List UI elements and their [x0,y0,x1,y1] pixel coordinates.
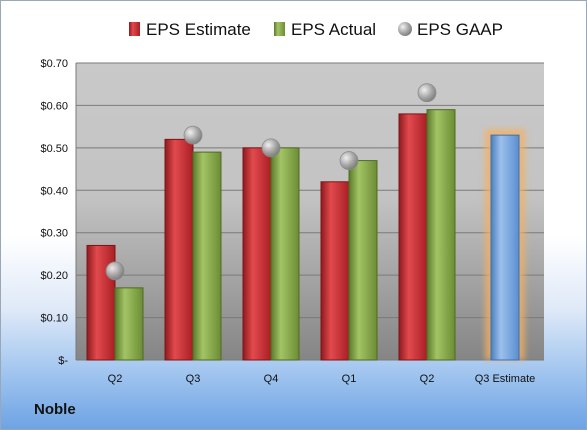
y-tick-label: $0.10 [40,313,68,325]
y-axis-ticks: $- $0.10 $0.20 $0.30 $0.40 $0.50 $0.60 $0.70 [40,58,68,367]
bar-eps-estimate [398,113,428,361]
marker-eps-gaap [417,83,437,103]
y-tick-label: $0.40 [40,185,68,197]
y-tick-label: $0.70 [40,58,68,70]
legend-label-estimate: EPS Estimate [146,20,251,39]
x-tick-label: Q3 [186,373,201,385]
legend-label-actual: EPS Actual [291,20,376,39]
x-tick-label: Q2 [108,373,123,385]
bar-eps-actual [192,151,222,361]
bar-eps-actual [114,287,144,361]
plot-area [76,63,544,360]
bars [86,83,525,361]
y-tick-label: $0.60 [40,100,68,112]
y-tick-label: $0.20 [40,270,68,282]
y-tick-label: $0.50 [40,143,68,155]
marker-eps-gaap [183,125,203,145]
legend-swatch-estimate [129,22,140,36]
y-tick-label: $0.30 [40,228,68,240]
legend-swatch-actual [274,22,285,36]
legend: EPS Estimate EPS Actual EPS GAAP [129,20,503,39]
bar-eps-actual [348,160,378,361]
marker-eps-gaap [339,151,359,170]
y-tick-label: $- [58,355,68,367]
bar-eps-estimate [242,147,272,361]
bar-eps-actual [426,109,456,361]
x-tick-label: Q2 [420,373,435,385]
bar-eps-estimate [320,181,350,361]
x-tick-label: Q1 [342,373,357,385]
x-tick-label: Q4 [264,373,279,385]
bar-eps-actual [270,147,300,361]
legend-swatch-gaap [398,22,412,36]
company-name: Noble [34,401,76,418]
bar-eps-estimate [164,138,194,361]
marker-eps-gaap [105,261,125,281]
x-axis-ticks: Q2 Q3 Q4 Q1 Q2 Q3 Estimate [108,373,536,385]
marker-eps-gaap [261,138,281,158]
legend-label-gaap: EPS GAAP [417,20,503,39]
gridlines [75,62,544,361]
bar-forecast-estimate [490,134,520,361]
x-tick-label: Q3 Estimate [475,373,536,385]
